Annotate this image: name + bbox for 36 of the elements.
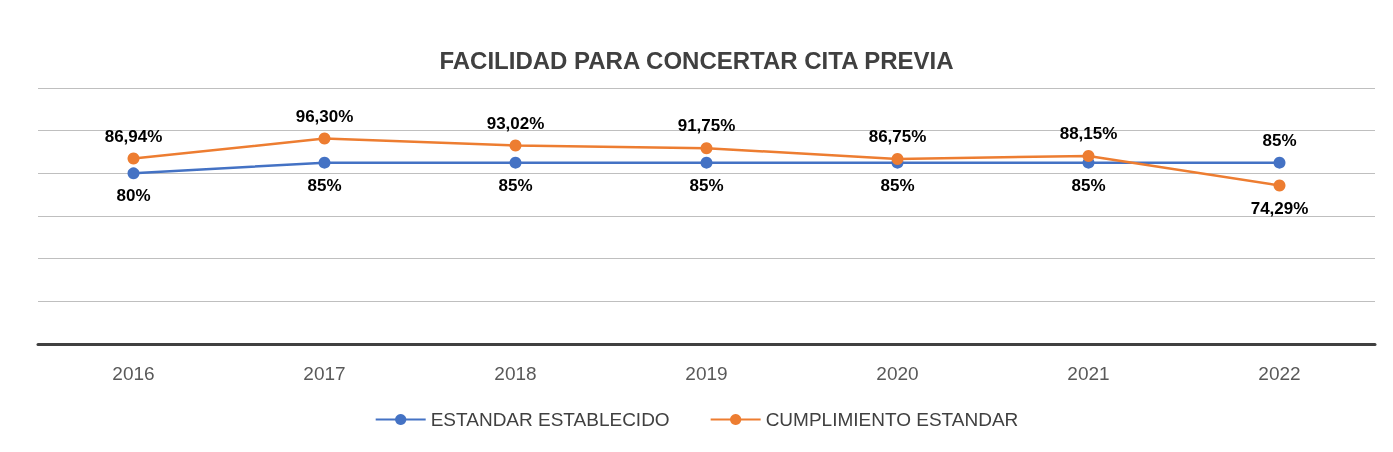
data-label: 80% [116,186,151,206]
point [127,167,140,180]
data-label: 85% [498,175,533,195]
data-label: 85% [880,175,915,195]
data-label: 85% [1071,175,1106,195]
point [509,156,522,169]
point [509,139,522,152]
point [700,142,713,155]
point [318,156,331,169]
data-label: 91,75% [677,116,736,136]
point [1082,149,1095,162]
data-label: 88,15% [1059,123,1118,143]
data-label: 86,94% [104,126,163,146]
data-label: 74,29% [1250,198,1309,218]
point [1273,179,1286,192]
x-tick-label: 2022 [1258,363,1301,384]
x-tick-label: 2017 [303,363,346,384]
x-tick-label: 2019 [685,363,728,384]
legend-label: CUMPLIMIENTO ESTANDAR [765,409,1019,430]
data-label: 96,30% [295,106,354,126]
data-label: 93,02% [486,113,545,133]
data-label: 85% [307,175,342,195]
point [891,152,904,165]
x-tick-label: 2016 [112,363,155,384]
point [700,156,713,169]
point [318,132,331,145]
x-tick-label: 2021 [1067,363,1110,384]
x-tick-label: 2018 [494,363,537,384]
point [127,152,140,165]
data-label: 86,75% [868,126,927,146]
x-tick-label: 2020 [876,363,919,384]
data-label: 85% [689,175,724,195]
data-label: 85% [1262,130,1297,150]
legend-label: ESTANDAR ESTABLECIDO [430,409,670,430]
chart-title: FACILIDAD PARA CONCERTAR CITA PREVIA [439,46,954,74]
point [1273,156,1286,169]
